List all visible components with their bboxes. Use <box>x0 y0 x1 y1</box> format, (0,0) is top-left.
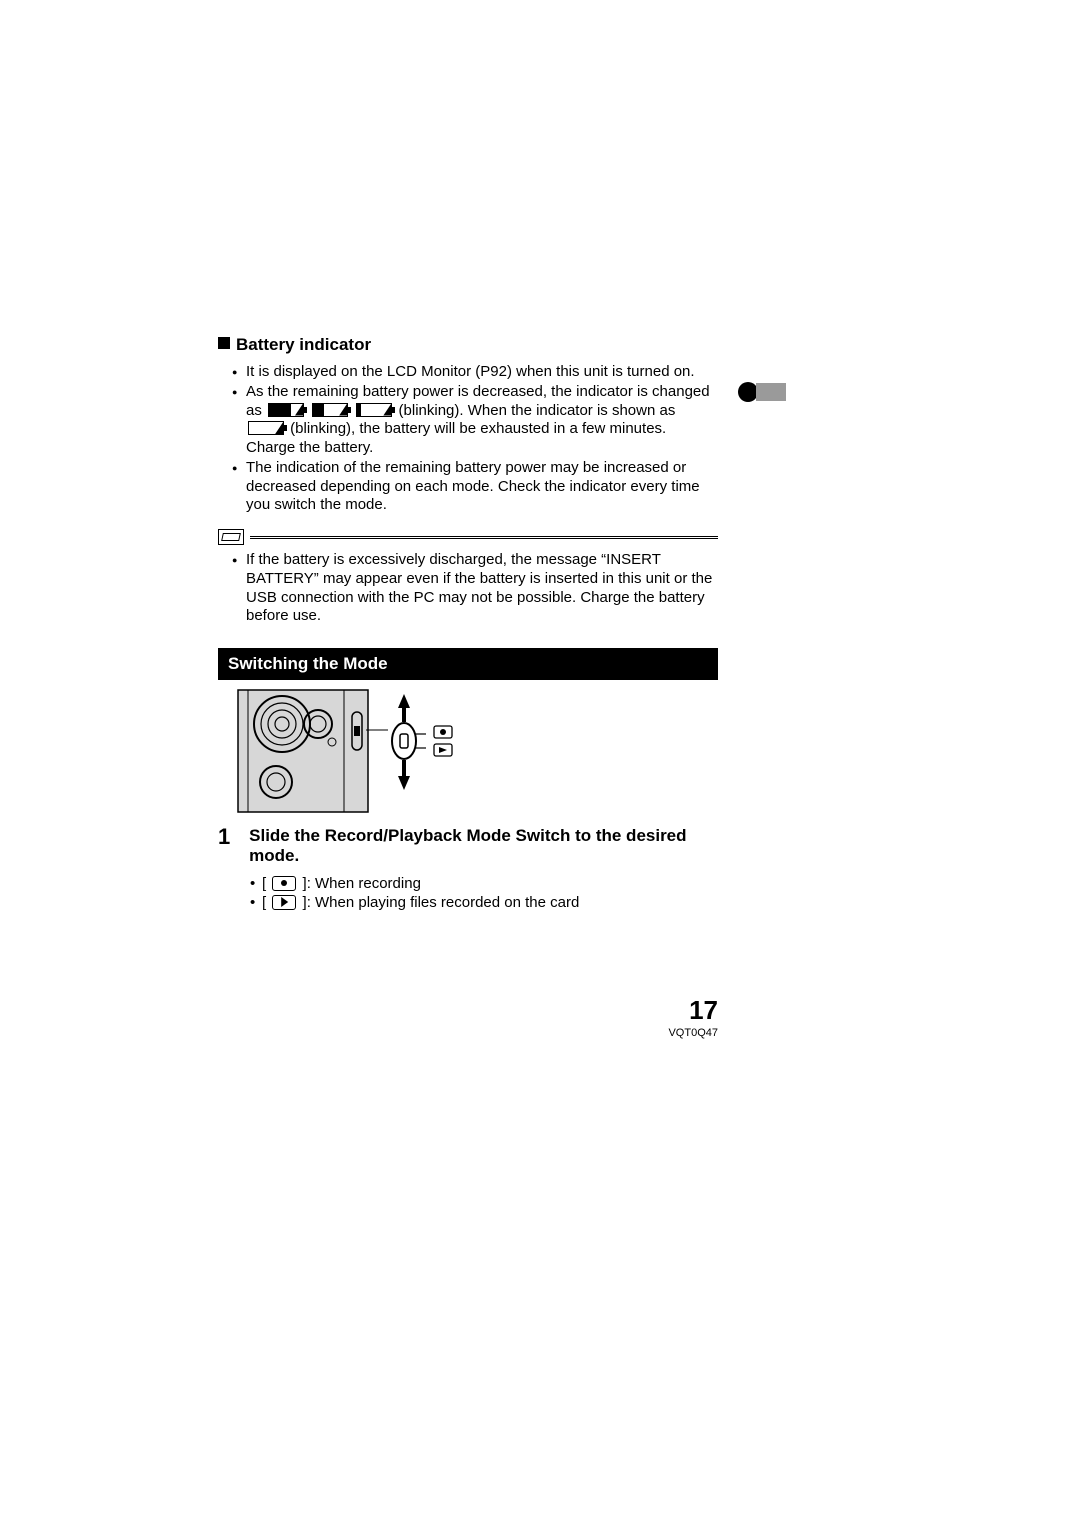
battery-indicator-heading: Battery indicator <box>218 335 718 355</box>
rec-label: : When recording <box>307 875 421 892</box>
divider-line <box>250 536 718 539</box>
battery-icon-low <box>356 403 392 417</box>
battery-bullet-3: The indication of the remaining battery … <box>232 459 718 515</box>
tab-dot <box>738 382 758 402</box>
device-figure <box>236 686 496 816</box>
note-bullet-list: If the battery is excessively discharged… <box>218 551 718 626</box>
note-bullet: If the battery is excessively discharged… <box>232 551 718 626</box>
play-label: : When playing files recorded on the car… <box>307 894 580 911</box>
switching-mode-heading: Switching the Mode <box>218 648 718 680</box>
document-code: VQT0Q47 <box>218 1027 718 1039</box>
battery-icon-full <box>268 403 304 417</box>
step-title: Slide the Record/Playback Mode Switch to… <box>249 826 718 867</box>
step-number: 1 <box>218 826 235 867</box>
page-number: 17 <box>218 995 718 1026</box>
note-icon <box>218 529 244 545</box>
step-1: 1 Slide the Record/Playback Mode Switch … <box>218 826 718 867</box>
tab-bar <box>756 383 786 401</box>
battery-icon-mid <box>312 403 348 417</box>
note-divider <box>218 529 718 545</box>
battery-bullet-2: As the remaining battery power is decrea… <box>232 383 718 458</box>
mode-sub-bullets: [ ]: When recording [ ]: When playing fi… <box>218 875 718 911</box>
record-mode-icon <box>272 876 296 891</box>
b2-mid: (blinking). When the indicator is shown … <box>399 402 676 419</box>
heading-square-icon <box>218 337 230 349</box>
section-tab-marker <box>738 382 786 402</box>
battery-bullet-list: It is displayed on the LCD Monitor (P92)… <box>218 363 718 515</box>
page-content: Battery indicator It is displayed on the… <box>218 335 718 913</box>
heading-text: Battery indicator <box>236 335 371 354</box>
device-illustration <box>236 686 496 816</box>
b2-post: (blinking), the battery will be exhauste… <box>246 420 666 456</box>
mode-rec-line: [ ]: When recording <box>250 875 718 892</box>
mode-play-line: [ ]: When playing files recorded on the … <box>250 894 718 911</box>
battery-bullet-1: It is displayed on the LCD Monitor (P92)… <box>232 363 718 382</box>
battery-icon-empty <box>248 421 284 435</box>
playback-mode-icon <box>272 895 296 910</box>
